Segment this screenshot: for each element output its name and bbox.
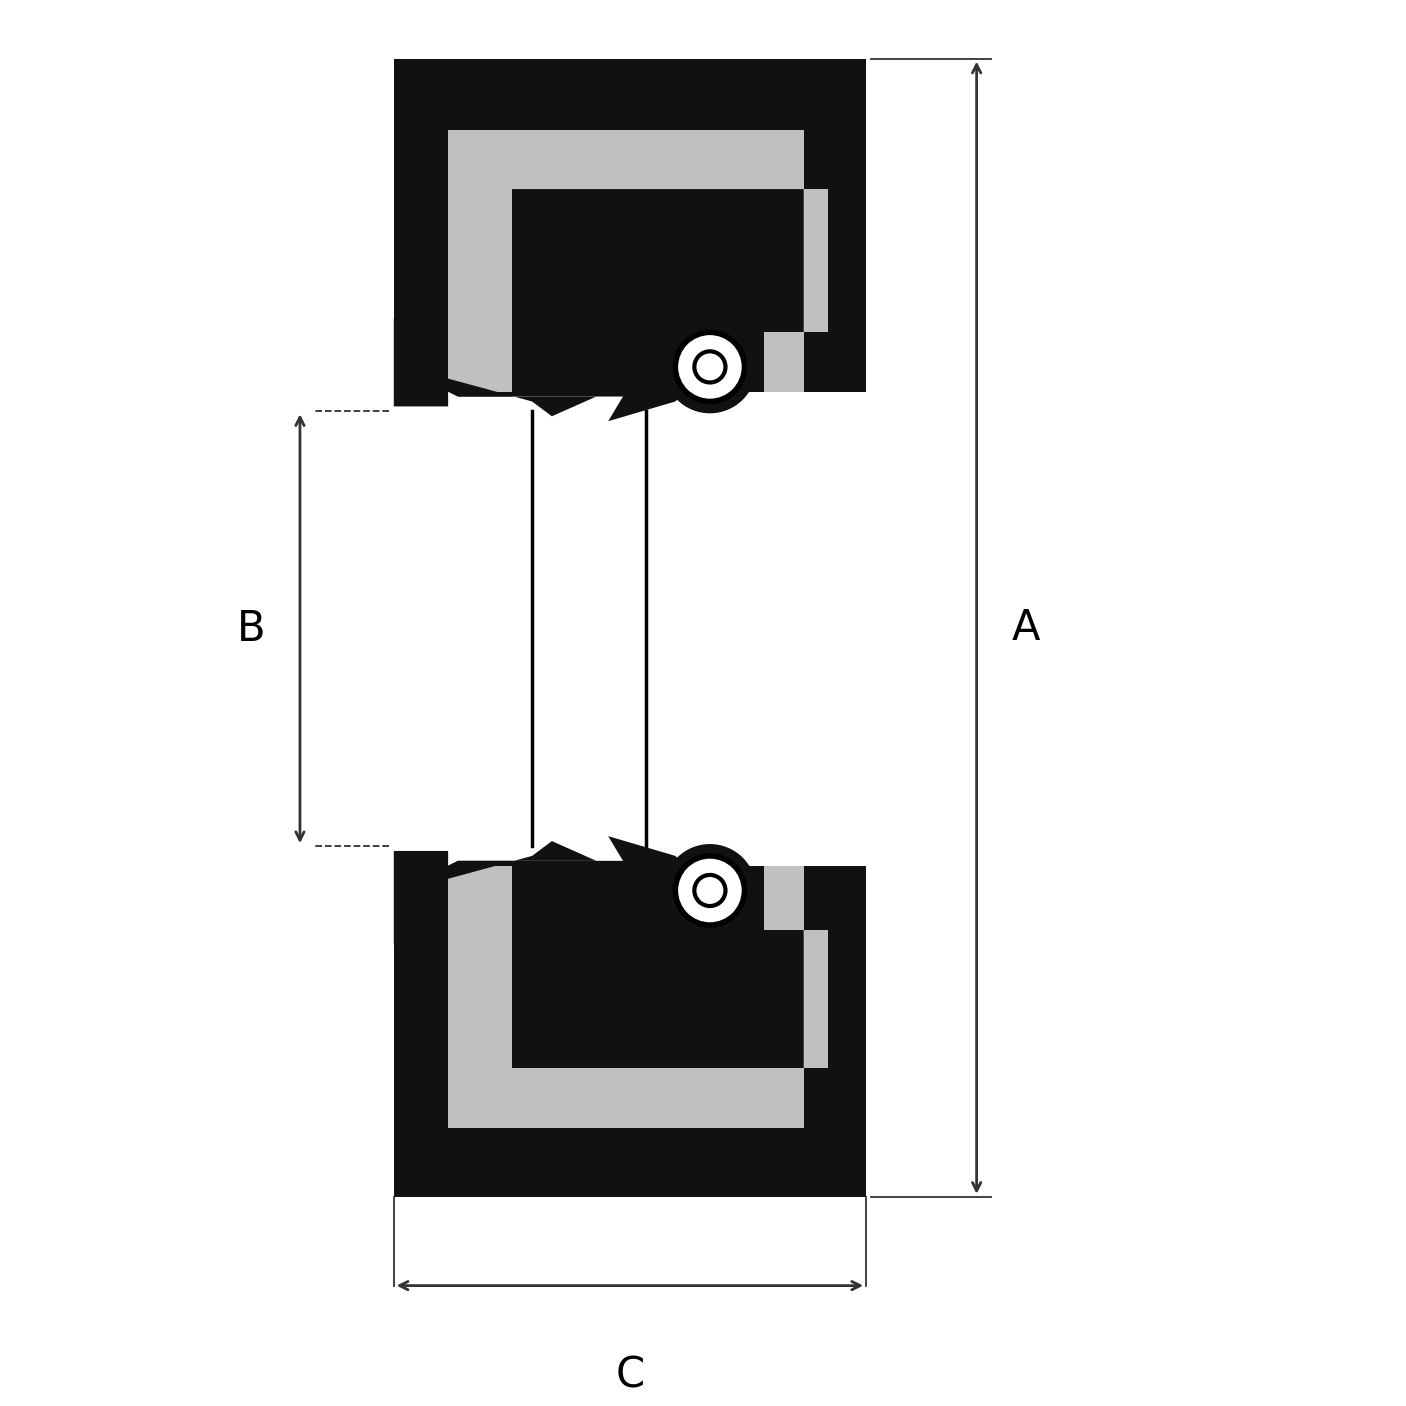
Polygon shape [449, 1069, 804, 1128]
Polygon shape [804, 929, 828, 1069]
Polygon shape [394, 851, 449, 1128]
Polygon shape [449, 129, 804, 188]
Polygon shape [449, 188, 512, 392]
Polygon shape [394, 1128, 866, 1197]
Circle shape [695, 352, 725, 382]
Polygon shape [394, 318, 596, 416]
Polygon shape [804, 929, 866, 1128]
Text: A: A [1011, 607, 1039, 648]
Polygon shape [765, 332, 804, 392]
Text: C: C [616, 1355, 644, 1396]
Polygon shape [394, 841, 596, 945]
Text: B: B [236, 607, 266, 650]
Circle shape [664, 844, 756, 936]
Polygon shape [804, 188, 828, 332]
Polygon shape [449, 860, 804, 1069]
Polygon shape [749, 332, 866, 392]
Circle shape [664, 321, 756, 413]
Polygon shape [765, 866, 804, 929]
Polygon shape [609, 837, 749, 920]
Polygon shape [394, 129, 449, 406]
Circle shape [695, 875, 725, 905]
Polygon shape [804, 129, 866, 332]
Circle shape [675, 332, 745, 402]
Polygon shape [449, 866, 512, 1069]
Polygon shape [749, 866, 866, 929]
Polygon shape [449, 188, 804, 396]
Circle shape [675, 856, 745, 925]
Polygon shape [609, 342, 749, 422]
Polygon shape [394, 59, 866, 129]
